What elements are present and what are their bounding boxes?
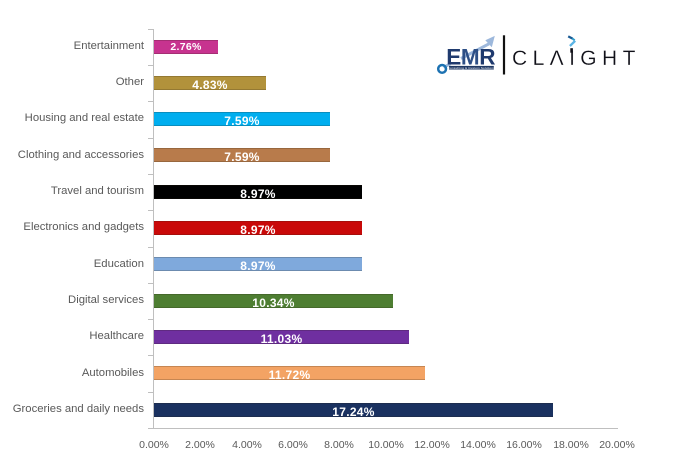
svg-text:CLΛIGHT: CLΛIGHT <box>512 47 641 70</box>
svg-text:Consulting & Custom Solutions: Consulting & Custom Solutions <box>448 66 495 70</box>
svg-text:EMR: EMR <box>446 44 495 69</box>
